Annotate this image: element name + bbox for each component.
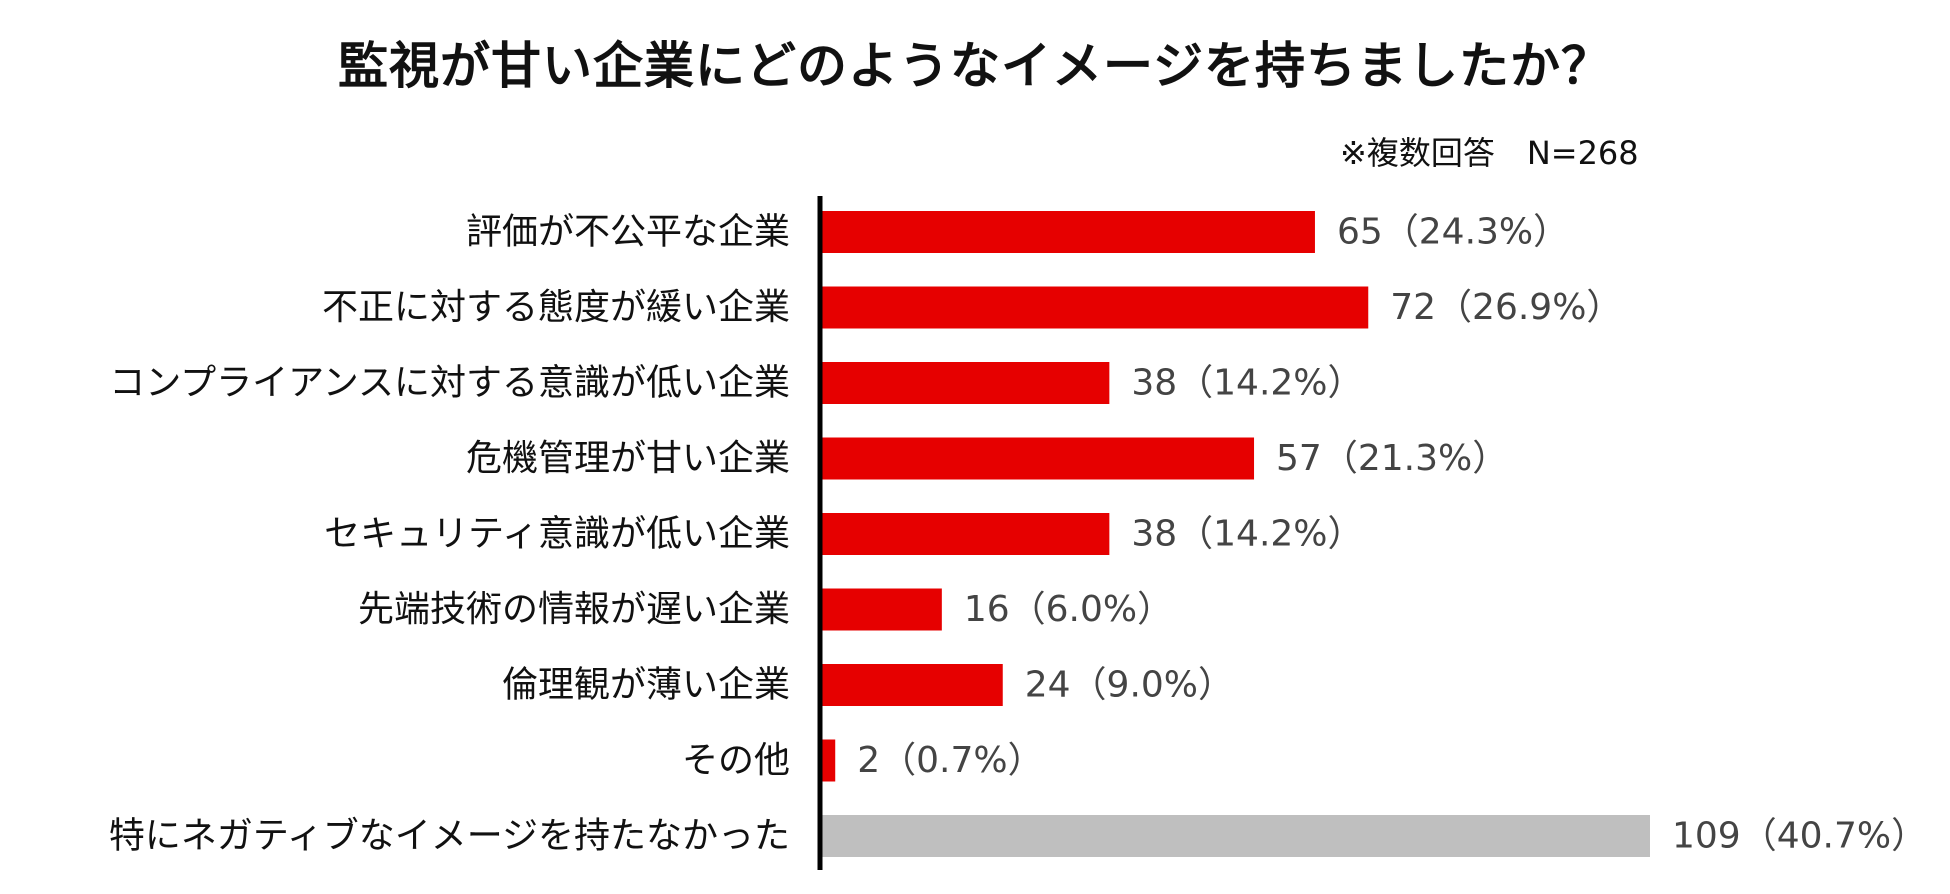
value-label: 65（24.3%） xyxy=(1337,212,1569,253)
category-label: 危機管理が甘い企業 xyxy=(466,438,790,479)
value-label: 16（6.0%） xyxy=(964,589,1173,630)
value-label: 57（21.3%） xyxy=(1276,438,1508,479)
category-label: 先端技術の情報が遅い企業 xyxy=(358,589,790,630)
category-label: 倫理観が薄い企業 xyxy=(502,665,790,706)
bar xyxy=(820,362,1110,404)
chart-title: 監視が甘い企業にどのようなイメージを持ちましたか？ xyxy=(338,37,1612,95)
category-label: 評価が不公平な企業 xyxy=(466,212,790,253)
value-label: 109（40.7%） xyxy=(1672,816,1927,857)
category-label: 特にネガティブなイメージを持たなかった xyxy=(109,816,790,857)
bar xyxy=(820,513,1110,555)
bar xyxy=(820,286,1369,329)
bar xyxy=(820,815,1650,857)
respondent-note: ※複数回答 N=268 xyxy=(1340,134,1639,172)
value-label: 24（9.0%） xyxy=(1025,665,1234,706)
bar xyxy=(820,739,836,782)
bar xyxy=(820,211,1315,253)
value-label: 72（26.9%） xyxy=(1390,287,1622,328)
category-label: 不正に対する態度が緩い企業 xyxy=(322,287,790,328)
value-label: 2（0.7%） xyxy=(857,740,1043,781)
category-label: コンプライアンスに対する意識が低い企業 xyxy=(109,363,790,404)
value-label: 38（14.2%） xyxy=(1131,363,1363,404)
bar xyxy=(820,588,942,631)
category-label: その他 xyxy=(682,740,790,781)
bar xyxy=(820,437,1255,480)
category-label: セキュリティ意識が低い企業 xyxy=(324,514,790,555)
value-label: 38（14.2%） xyxy=(1131,514,1363,555)
bar xyxy=(820,664,1003,706)
